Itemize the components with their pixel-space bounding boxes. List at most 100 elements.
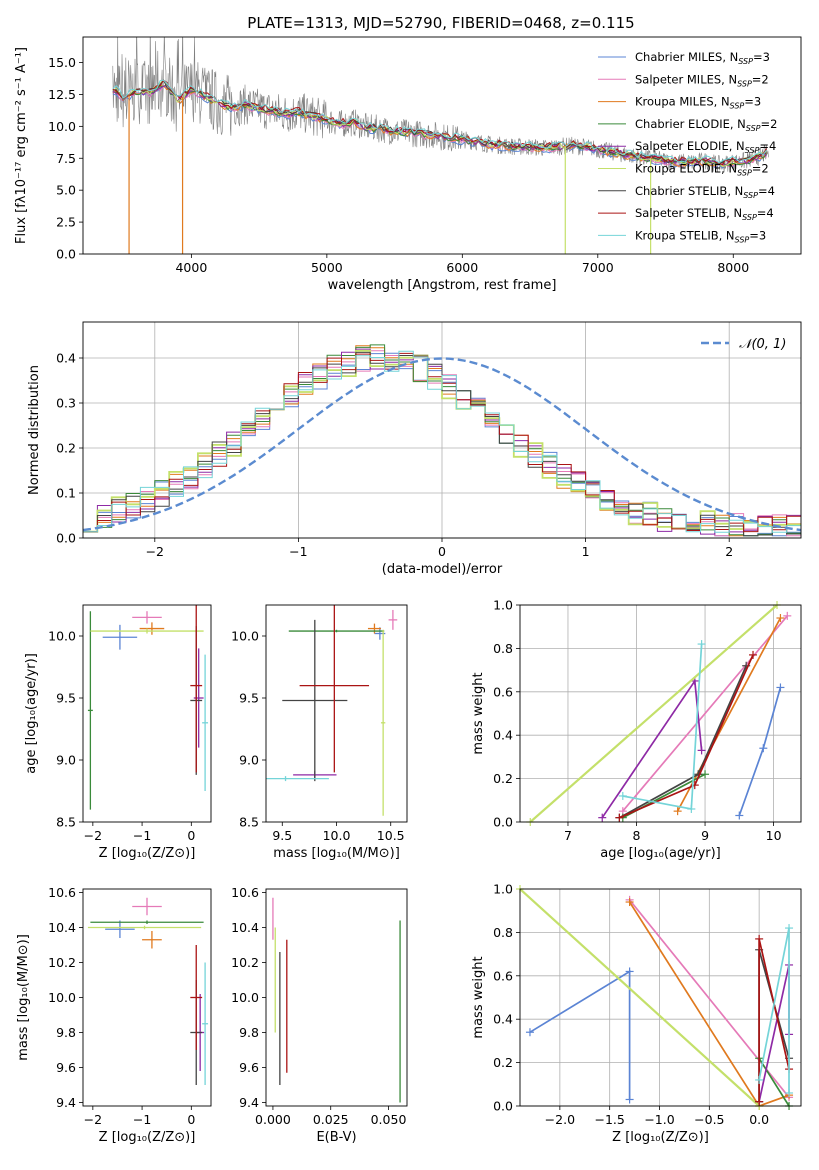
x-tick-label: 6000 xyxy=(446,260,478,275)
x-axis-label: wavelength [Angstrom, rest frame] xyxy=(328,278,557,293)
legend-label-chabrier_stelib: Chabrier STELIB, NSSP=4 xyxy=(635,184,775,200)
y-tick-label: 1.0 xyxy=(493,598,513,613)
y-tick-label: 0.2 xyxy=(493,771,513,786)
axes-frame xyxy=(519,888,802,1107)
x-axis-label: Z [log₁₀(Z/Z⊙)] xyxy=(99,1130,196,1145)
axes-frame xyxy=(82,604,212,823)
y-axis-label: age [log₁₀(age/yr)] xyxy=(24,653,39,774)
legend-label-normal: 𝒩(0, 1) xyxy=(739,337,786,352)
x-tick-label: 0.000 xyxy=(255,1112,291,1127)
model-spectrum-salpeter_stelib xyxy=(112,79,767,166)
y-tick-label: 0.4 xyxy=(493,728,513,743)
y-tick-label: 7.5 xyxy=(56,151,76,166)
y-tick-label: 9.4 xyxy=(56,1095,76,1110)
axes-frame xyxy=(519,604,802,823)
x-tick-label: 0 xyxy=(438,544,446,559)
panel-massweight_vs_age: 7 8 9 10 0.0 0.2 0.4 0.6 0.8 1.0 age [log₁₀(age/yr… xyxy=(471,598,802,861)
x-tick-label: −1 xyxy=(133,828,151,843)
y-tick-label: 15.0 xyxy=(48,55,76,70)
weight-line-kroupa_elodie xyxy=(529,605,778,822)
axes-frame xyxy=(82,36,802,255)
normal-curve xyxy=(83,357,801,532)
x-tick-label: 9.5 xyxy=(272,828,292,843)
x-axis-label: E(B-V) xyxy=(316,1130,356,1145)
x-tick-label: 2 xyxy=(725,544,733,559)
weight-line-chabrier_elodie xyxy=(758,1057,790,1106)
y-tick-label: 9.6 xyxy=(239,1060,259,1075)
weight-line-kroupa_elodie xyxy=(520,889,760,1106)
panel-mass_vs_Z: −2 −1 0 9.4 9.6 9.8 10.0 10.2 10.4 10.6 Z [log₁₀(Z… xyxy=(16,885,212,1145)
x-tick-label: −1.5 xyxy=(595,1112,625,1127)
y-axis-label: mass [log₁₀(M/M⊙)] xyxy=(16,934,31,1061)
y-tick-label: 0.0 xyxy=(56,531,76,546)
x-tick-label: −1 xyxy=(133,1112,151,1127)
y-tick-label: 0.6 xyxy=(493,684,513,699)
panel-massweight_vs_Z: −2.0 −1.5 −1.0 −0.5 0.0 0.0 0.2 0.4 0.6 0.8 1.0 Z [… xyxy=(471,882,802,1145)
x-tick-label: 10.5 xyxy=(377,828,405,843)
y-tick-label: 0.0 xyxy=(493,815,513,830)
figure-title: PLATE=1313, MJD=52790, FIBERID=0468, z=0… xyxy=(247,14,634,32)
y-tick-label: 9.8 xyxy=(56,1025,76,1040)
x-tick-label: 8000 xyxy=(717,260,749,275)
x-tick-label: 7 xyxy=(564,828,572,843)
x-tick-label: −2 xyxy=(146,544,164,559)
panel-spectrum: 4000 5000 6000 7000 8000 0.0 2.5 5.0 7.5 10.0 12.5… xyxy=(14,36,802,293)
y-tick-label: 9.5 xyxy=(239,691,259,706)
y-tick-label: 10.6 xyxy=(48,885,76,900)
x-tick-label: −2.0 xyxy=(545,1112,575,1127)
y-tick-label: 0.1 xyxy=(56,486,76,501)
y-axis-label: mass weight xyxy=(471,672,486,754)
y-tick-label: 12.5 xyxy=(48,87,76,102)
axes-frame xyxy=(265,604,408,823)
weight-line-kroupa_miles xyxy=(628,901,790,1106)
y-tick-label: 10.2 xyxy=(48,955,76,970)
y-tick-label: 10.4 xyxy=(231,920,259,935)
y-tick-label: 0.8 xyxy=(493,641,513,656)
x-axis-label: mass [log₁₀(M/M⊙)] xyxy=(273,846,400,861)
x-tick-label: 7000 xyxy=(582,260,614,275)
y-tick-label: 9.4 xyxy=(239,1095,259,1110)
y-axis-label: mass weight xyxy=(471,956,486,1038)
y-tick-label: 10.0 xyxy=(231,990,259,1005)
x-tick-label: 0 xyxy=(187,828,195,843)
y-tick-label: 10.4 xyxy=(48,920,76,935)
y-tick-label: 0.0 xyxy=(56,247,76,262)
legend-label-kroupa_stelib: Kroupa STELIB, NSSP=3 xyxy=(635,228,766,244)
x-tick-label: 1 xyxy=(582,544,590,559)
panels: 4000 5000 6000 7000 80000.02.55.07.510.012.5… xyxy=(14,36,802,1145)
legend-label-chabrier_elodie: Chabrier ELODIE, NSSP=2 xyxy=(635,117,777,133)
y-tick-label: 0.8 xyxy=(493,925,513,940)
x-tick-label: 0.025 xyxy=(313,1112,349,1127)
x-tick-label: 0 xyxy=(187,1112,195,1127)
legend-label-salpeter_stelib: Salpeter STELIB, NSSP=4 xyxy=(635,206,774,222)
y-tick-label: 0.4 xyxy=(493,1012,513,1027)
x-tick-label: −2 xyxy=(84,1112,102,1127)
x-tick-label: 10.0 xyxy=(323,828,351,843)
legend-label-kroupa_miles: Kroupa MILES, NSSP=3 xyxy=(635,95,761,111)
y-tick-label: 10.0 xyxy=(231,629,259,644)
y-tick-label: 9.0 xyxy=(239,753,259,768)
y-tick-label: 0.2 xyxy=(493,1055,513,1070)
y-tick-label: 0.2 xyxy=(56,441,76,456)
x-tick-label: 8 xyxy=(633,828,641,843)
x-tick-label: 4000 xyxy=(175,260,207,275)
y-tick-label: 8.5 xyxy=(56,815,76,830)
y-tick-label: 9.5 xyxy=(56,691,76,706)
panel-age_vs_mass: 9.5 10.0 10.5 8.5 9.0 9.5 10.0 mass [log₁₀(M/M⊙… xyxy=(231,604,408,861)
y-tick-label: 9.6 xyxy=(56,1060,76,1075)
y-tick-label: 8.5 xyxy=(239,815,259,830)
x-tick-label: 9 xyxy=(701,828,709,843)
legend-label-kroupa_elodie: Kroupa ELODIE, NSSP=2 xyxy=(635,162,769,178)
y-tick-label: 10.0 xyxy=(48,629,76,644)
x-tick-label: −1.0 xyxy=(644,1112,674,1127)
y-tick-label: 0.0 xyxy=(493,1099,513,1114)
model-spectrum-salpeter_elodie xyxy=(112,84,767,166)
x-axis-label: age [log₁₀(age/yr)] xyxy=(600,846,721,861)
y-tick-label: 1.0 xyxy=(493,882,513,897)
y-tick-label: 10.0 xyxy=(48,990,76,1005)
observed-spectrum xyxy=(112,37,769,173)
model-spectrum-kroupa_stelib xyxy=(112,79,767,164)
legend-label-salpeter_elodie: Salpeter ELODIE, NSSP=4 xyxy=(635,139,776,155)
y-tick-label: 9.0 xyxy=(56,753,76,768)
